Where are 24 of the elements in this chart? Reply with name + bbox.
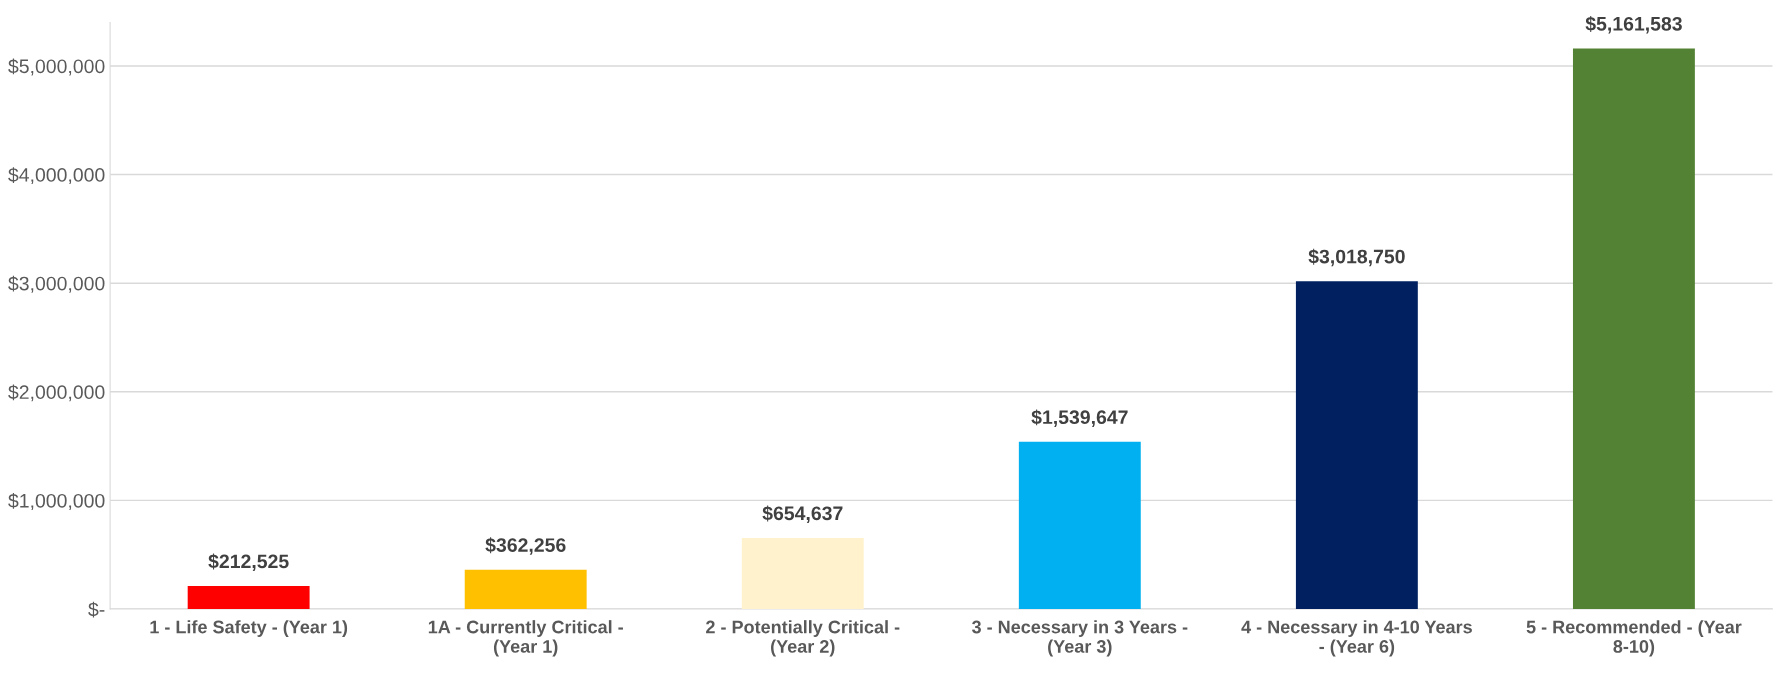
data-label: $5,161,583 [1585, 16, 1682, 34]
data-label: $3,018,750 [1308, 248, 1405, 267]
x-tick-label: 4 - Necessary in 4-10 Years - (Year 6) [1241, 620, 1472, 657]
y-tick-label: $5,000,000 [8, 58, 105, 76]
y-tick-label: $1,000,000 [8, 493, 105, 510]
x-tick-label: 5 - Recommended - (Year 8-10) [1526, 620, 1742, 657]
bar [741, 537, 864, 610]
bar [187, 585, 310, 610]
y-tick-label: $- [88, 601, 105, 618]
data-label: $654,637 [762, 505, 843, 524]
x-tick-label: 1A - Currently Critical - (Year 1) [428, 620, 623, 657]
bar [1018, 441, 1141, 610]
x-tick-label: 3 - Necessary in 3 Years - (Year 3) [971, 620, 1188, 657]
bar [1572, 48, 1695, 610]
x-tick-label: 2 - Potentially Critical - (Year 2) [706, 620, 900, 657]
x-tick-label: 1 - Life Safety - (Year 1) [150, 620, 348, 637]
y-tick-label: $4,000,000 [8, 167, 105, 185]
y-tick-label: $3,000,000 [8, 275, 105, 293]
y-tick-label: $2,000,000 [8, 384, 105, 402]
bar [464, 569, 587, 610]
bar [1295, 281, 1418, 610]
data-label: $1,539,647 [1031, 409, 1128, 427]
data-label: $362,256 [485, 537, 566, 555]
data-label: $212,525 [208, 553, 289, 572]
